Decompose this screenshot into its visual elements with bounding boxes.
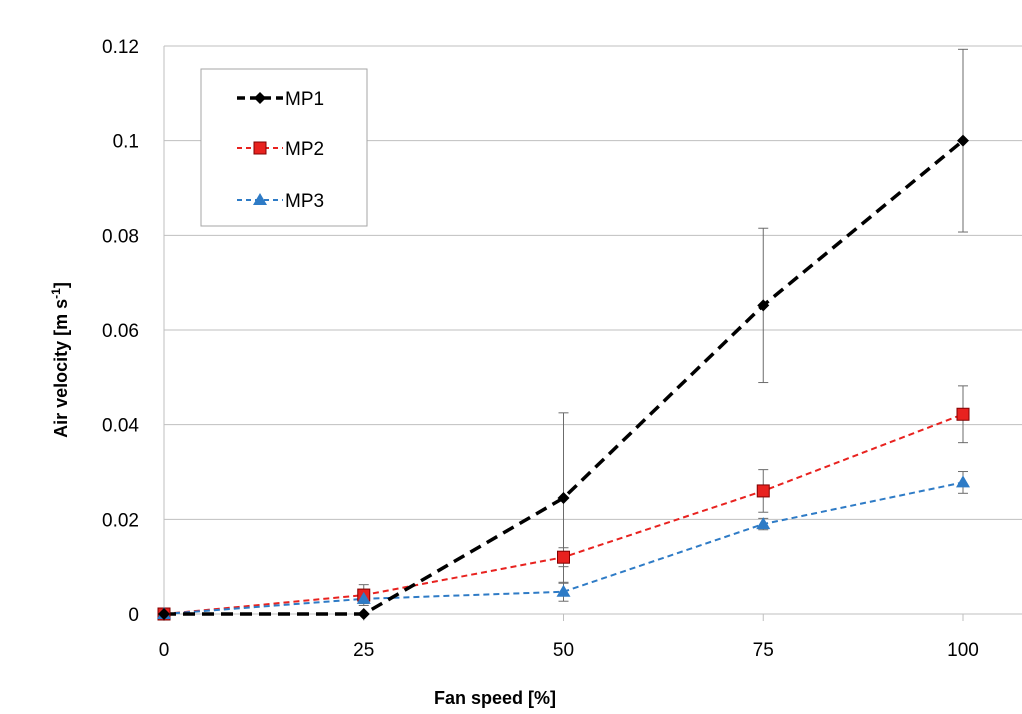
y-tick-label-1: 0.02 xyxy=(102,510,139,531)
series-markers xyxy=(157,134,970,621)
y-tick-label-6: 0.12 xyxy=(102,37,139,58)
legend-label-mp2: MP2 xyxy=(285,139,324,160)
marker-mp3-1 xyxy=(356,591,371,604)
marker-mp1-0 xyxy=(158,608,170,620)
y-axis-title-main: Air velocity [m s xyxy=(51,299,71,438)
series-line-mp1 xyxy=(164,139,965,616)
x-axis-ticks: 0 25 50 75 100 xyxy=(159,614,979,661)
legend-entry-mp2: MP2 xyxy=(237,139,324,160)
x-tick-label-2: 50 xyxy=(553,640,574,661)
x-tick-label-4: 100 xyxy=(947,640,979,661)
marker-mp1-1 xyxy=(357,608,370,620)
marker-mp2-3 xyxy=(756,484,770,498)
marker-mp3-4 xyxy=(956,475,970,488)
marker-mp3-3 xyxy=(756,517,771,530)
marker-mp1-2 xyxy=(557,492,570,505)
marker-mp1-4 xyxy=(957,134,969,147)
legend-marker-mp3 xyxy=(253,193,267,205)
y-tick-label-5: 0.1 xyxy=(113,132,139,153)
legend-entry-mp3: MP3 xyxy=(237,191,324,212)
legend-box xyxy=(200,68,368,227)
x-tick-label-3: 75 xyxy=(753,640,774,661)
legend: MP1 MP2 MP3 xyxy=(200,68,368,227)
x-axis-title: Fan speed [%] xyxy=(434,688,556,708)
legend-label-mp3: MP3 xyxy=(285,191,324,212)
y-tick-label-3: 0.06 xyxy=(102,321,139,342)
marker-mp1-3 xyxy=(757,299,770,312)
y-axis-title-tail: ] xyxy=(51,282,71,288)
legend-marker-mp2 xyxy=(253,141,267,155)
y-axis-title-superscript: -1 xyxy=(49,288,63,299)
y-tick-label-4: 0.08 xyxy=(102,226,139,247)
legend-label-mp1: MP1 xyxy=(285,89,324,110)
marker-mp2-4 xyxy=(956,407,970,421)
marker-mp3-2 xyxy=(556,584,571,597)
legend-entry-mp1: MP1 xyxy=(237,89,324,110)
marker-mp2-2 xyxy=(557,550,570,564)
y-tick-label-2: 0.04 xyxy=(102,416,139,437)
y-axis-title: Air velocity [m s-1] xyxy=(49,282,71,438)
x-tick-label-1: 25 xyxy=(353,640,374,661)
x-tick-label-0: 0 xyxy=(159,640,170,661)
legend-marker-mp1 xyxy=(254,92,266,104)
y-tick-label-0: 0 xyxy=(128,605,139,626)
y-axis-ticks: 0 0.02 0.04 0.06 0.08 0.1 0.12 xyxy=(102,37,139,626)
